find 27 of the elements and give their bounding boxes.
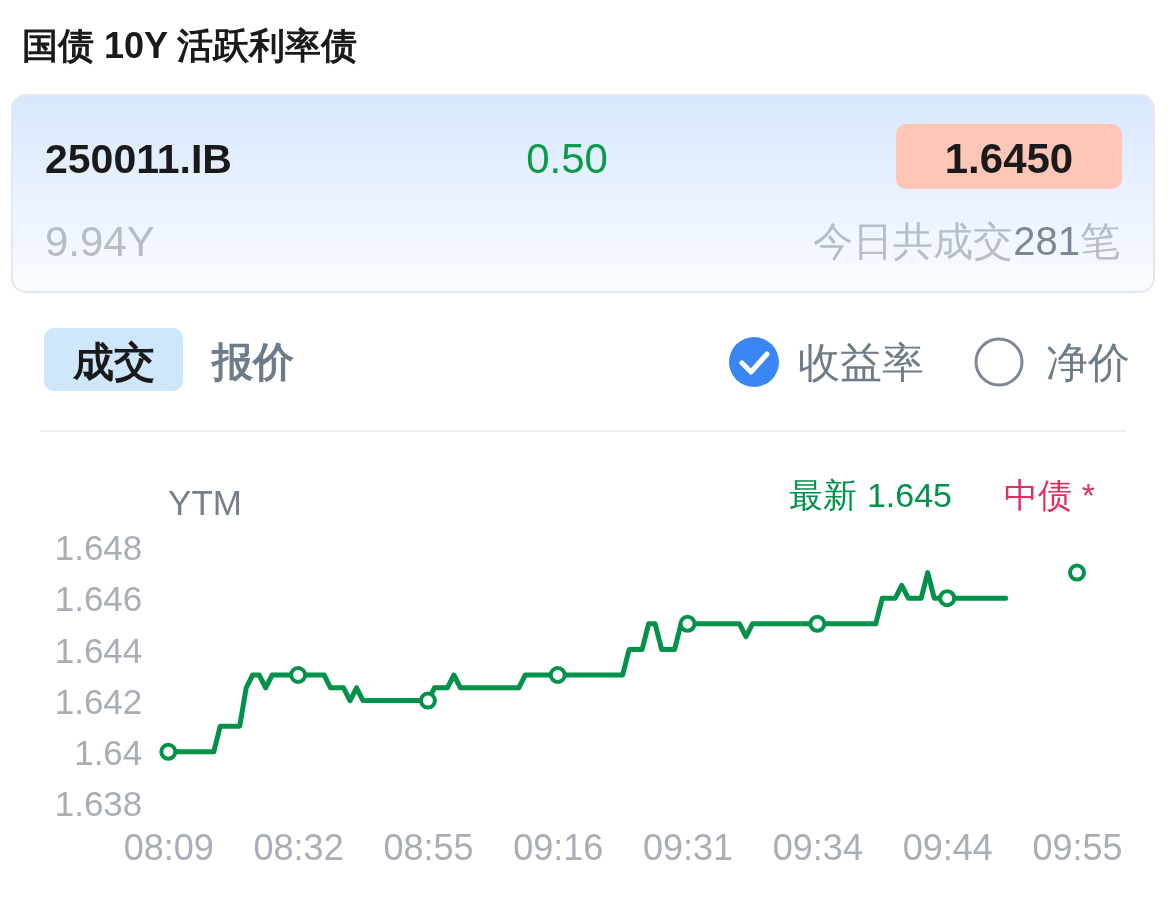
y-tick-label: 1.644 [54, 630, 143, 670]
text: 0.50 [526, 135, 608, 182]
x-tick-label: 08:32 [253, 826, 344, 868]
text: 9.94Y [45, 218, 155, 265]
x-tick-label: 09:55 [1032, 826, 1123, 868]
x-tick-label: 09:34 [772, 826, 863, 868]
text: 今日共成交281笔 [813, 219, 1120, 263]
y-tick-label: 1.646 [54, 579, 143, 619]
y-tick-label: 1.638 [54, 784, 143, 824]
y-tick-label: 1.64 [74, 732, 143, 772]
y-tick-label: 1.648 [54, 528, 143, 568]
text: 国债 10Y 活跃利率债 [22, 25, 358, 66]
x-tick-label: 08:09 [123, 826, 214, 868]
x-tick-label: 08:55 [383, 826, 474, 868]
text: 收益率 [798, 339, 924, 386]
y-axis-title: YTM [168, 483, 242, 522]
x-tick-label: 09:31 [643, 826, 734, 868]
text: 最新 1.645 [789, 476, 952, 514]
text: 中债 * [1004, 476, 1095, 514]
y-tick-label: 1.642 [54, 681, 143, 721]
text: 250011.IB [45, 136, 232, 182]
text: 净价 [1046, 339, 1130, 386]
text: 报价 [210, 339, 295, 385]
x-tick-label: 09:16 [513, 826, 604, 868]
text: 1.6450 [944, 135, 1074, 182]
x-tick-label: 09:44 [902, 826, 993, 868]
text: 成交 [72, 339, 155, 385]
